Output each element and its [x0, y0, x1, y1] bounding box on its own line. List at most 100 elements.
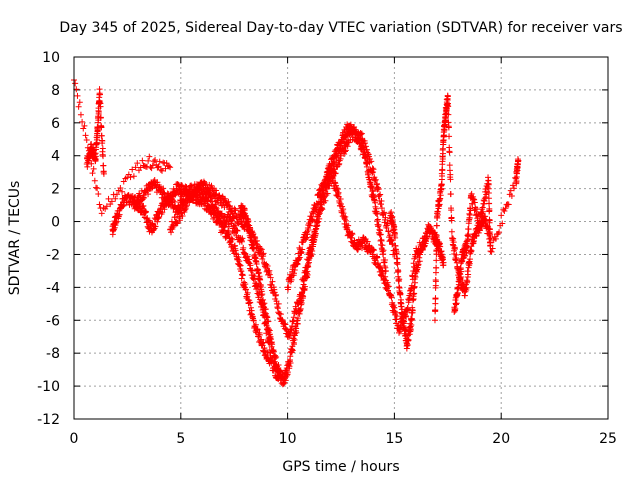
data-point — [297, 307, 304, 314]
data-point — [485, 195, 492, 202]
y-tick-label: 6 — [51, 116, 60, 132]
data-point — [305, 259, 312, 266]
x-tick-label: 10 — [279, 431, 297, 447]
data-point — [433, 264, 440, 271]
data-point — [94, 185, 101, 192]
data-point — [486, 236, 493, 243]
data-point — [99, 145, 106, 152]
data-point — [210, 215, 217, 222]
data-point — [364, 159, 371, 166]
data-point — [225, 198, 232, 205]
data-point — [269, 341, 276, 348]
data-point — [358, 130, 365, 137]
data-point — [331, 158, 338, 165]
data-point — [315, 201, 322, 208]
data-point — [446, 133, 453, 140]
data-point — [145, 157, 152, 164]
data-point — [298, 300, 305, 307]
x-axis-label: GPS time / hours — [282, 459, 399, 475]
x-tick-label: 0 — [70, 431, 79, 447]
data-point — [235, 254, 242, 261]
data-point — [258, 288, 265, 295]
data-point — [354, 132, 361, 139]
data-point — [374, 216, 381, 223]
data-point — [261, 344, 268, 351]
data-point — [74, 92, 81, 99]
y-tick-label: -6 — [46, 313, 60, 329]
data-point — [380, 247, 387, 254]
data-point — [298, 249, 305, 256]
data-point — [446, 162, 453, 169]
data-point — [242, 286, 249, 293]
data-point — [237, 262, 244, 269]
data-point — [99, 137, 106, 144]
data-point — [374, 184, 381, 191]
data-point — [252, 321, 259, 328]
data-point — [297, 305, 304, 312]
y-tick-label: -12 — [37, 412, 60, 428]
data-point — [501, 207, 508, 214]
y-axis-label: SDTVAR / TECUs — [7, 181, 23, 296]
data-point — [260, 301, 267, 308]
data-point — [461, 292, 468, 299]
data-point — [213, 190, 220, 197]
y-tick-label: -10 — [37, 379, 60, 395]
data-point — [250, 245, 257, 252]
data-point — [434, 211, 441, 218]
data-point — [290, 314, 297, 321]
data-point — [154, 218, 161, 225]
data-point — [369, 187, 376, 194]
data-point — [378, 237, 385, 244]
data-point — [89, 170, 96, 177]
data-point — [96, 201, 103, 208]
data-point — [246, 224, 253, 231]
data-point — [254, 266, 261, 273]
data-point — [370, 166, 377, 173]
data-point — [305, 227, 312, 234]
data-point — [256, 331, 263, 338]
data-point — [261, 300, 268, 307]
data-point — [362, 153, 369, 160]
data-point — [431, 317, 438, 324]
data-point — [133, 203, 140, 210]
data-point — [100, 170, 107, 177]
data-point — [304, 271, 311, 278]
data-point — [148, 165, 155, 172]
x-tick-label: 5 — [176, 431, 185, 447]
data-point — [330, 172, 337, 179]
data-points — [71, 77, 522, 388]
data-point — [308, 251, 315, 258]
data-point — [314, 202, 321, 209]
data-point — [296, 254, 303, 261]
data-point — [375, 222, 382, 229]
data-point — [98, 210, 105, 217]
data-point — [377, 191, 384, 198]
data-point — [304, 231, 311, 238]
data-point — [97, 114, 104, 121]
data-point — [228, 204, 235, 211]
data-point — [293, 329, 300, 336]
data-point — [249, 267, 256, 274]
data-point — [300, 293, 307, 300]
data-point — [251, 273, 258, 280]
data-point — [282, 377, 289, 384]
data-point — [368, 183, 375, 190]
data-point — [262, 348, 269, 355]
data-point — [287, 353, 294, 360]
data-point — [306, 222, 313, 229]
data-point — [100, 162, 107, 169]
data-point — [382, 214, 389, 221]
data-point — [168, 229, 175, 236]
data-point — [179, 212, 186, 219]
data-point — [226, 223, 233, 230]
data-point — [375, 186, 382, 193]
data-point — [376, 192, 383, 199]
data-point — [228, 235, 235, 242]
data-point — [397, 290, 404, 297]
data-point — [95, 108, 102, 115]
data-point — [284, 372, 291, 379]
data-point — [379, 242, 386, 249]
data-point — [316, 207, 323, 214]
data-point — [248, 235, 255, 241]
data-point — [287, 359, 294, 366]
